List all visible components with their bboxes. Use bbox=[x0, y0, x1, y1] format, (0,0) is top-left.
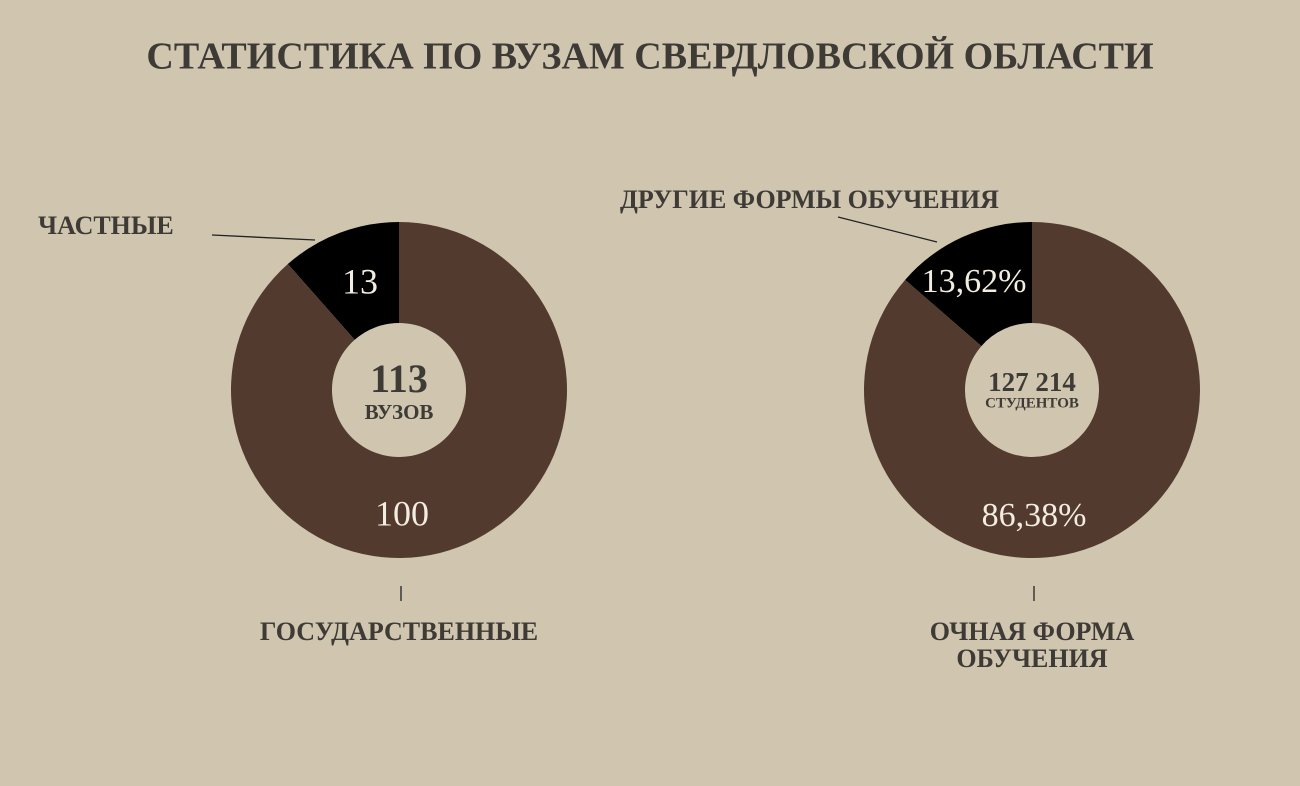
leader-line bbox=[837, 216, 938, 243]
data-label: 13,62% bbox=[922, 263, 1027, 300]
donut-segment bbox=[231, 222, 567, 558]
segment-label: ОЧНАЯ ФОРМА ОБУЧЕНИЯ bbox=[929, 617, 1135, 673]
leader-line bbox=[211, 234, 316, 241]
data-label: 86,38% bbox=[982, 497, 1087, 534]
segment-label: ЧАСТНЫЕ bbox=[38, 211, 174, 240]
center-label: ВУЗОВ bbox=[365, 400, 434, 424]
donut-segment bbox=[287, 222, 399, 340]
title: СТАТИСТИКА ПО ВУЗАМ СВЕРДЛОВСКОЙ ОБЛАСТИ bbox=[146, 36, 1153, 78]
data-label: 13 bbox=[342, 261, 378, 301]
segment-label: ДРУГИЕ ФОРМЫ ОБУЧЕНИЯ bbox=[620, 185, 999, 214]
donut-segment bbox=[905, 222, 1032, 347]
center-total: 113 bbox=[370, 356, 428, 401]
segment-label: ГОСУДАРСТВЕННЫЕ bbox=[259, 617, 539, 646]
center-label: СТУДЕНТОВ bbox=[985, 395, 1079, 411]
data-label: 100 bbox=[375, 493, 429, 533]
donut-segment bbox=[864, 222, 1201, 558]
center-total: 127 214 bbox=[988, 367, 1076, 397]
